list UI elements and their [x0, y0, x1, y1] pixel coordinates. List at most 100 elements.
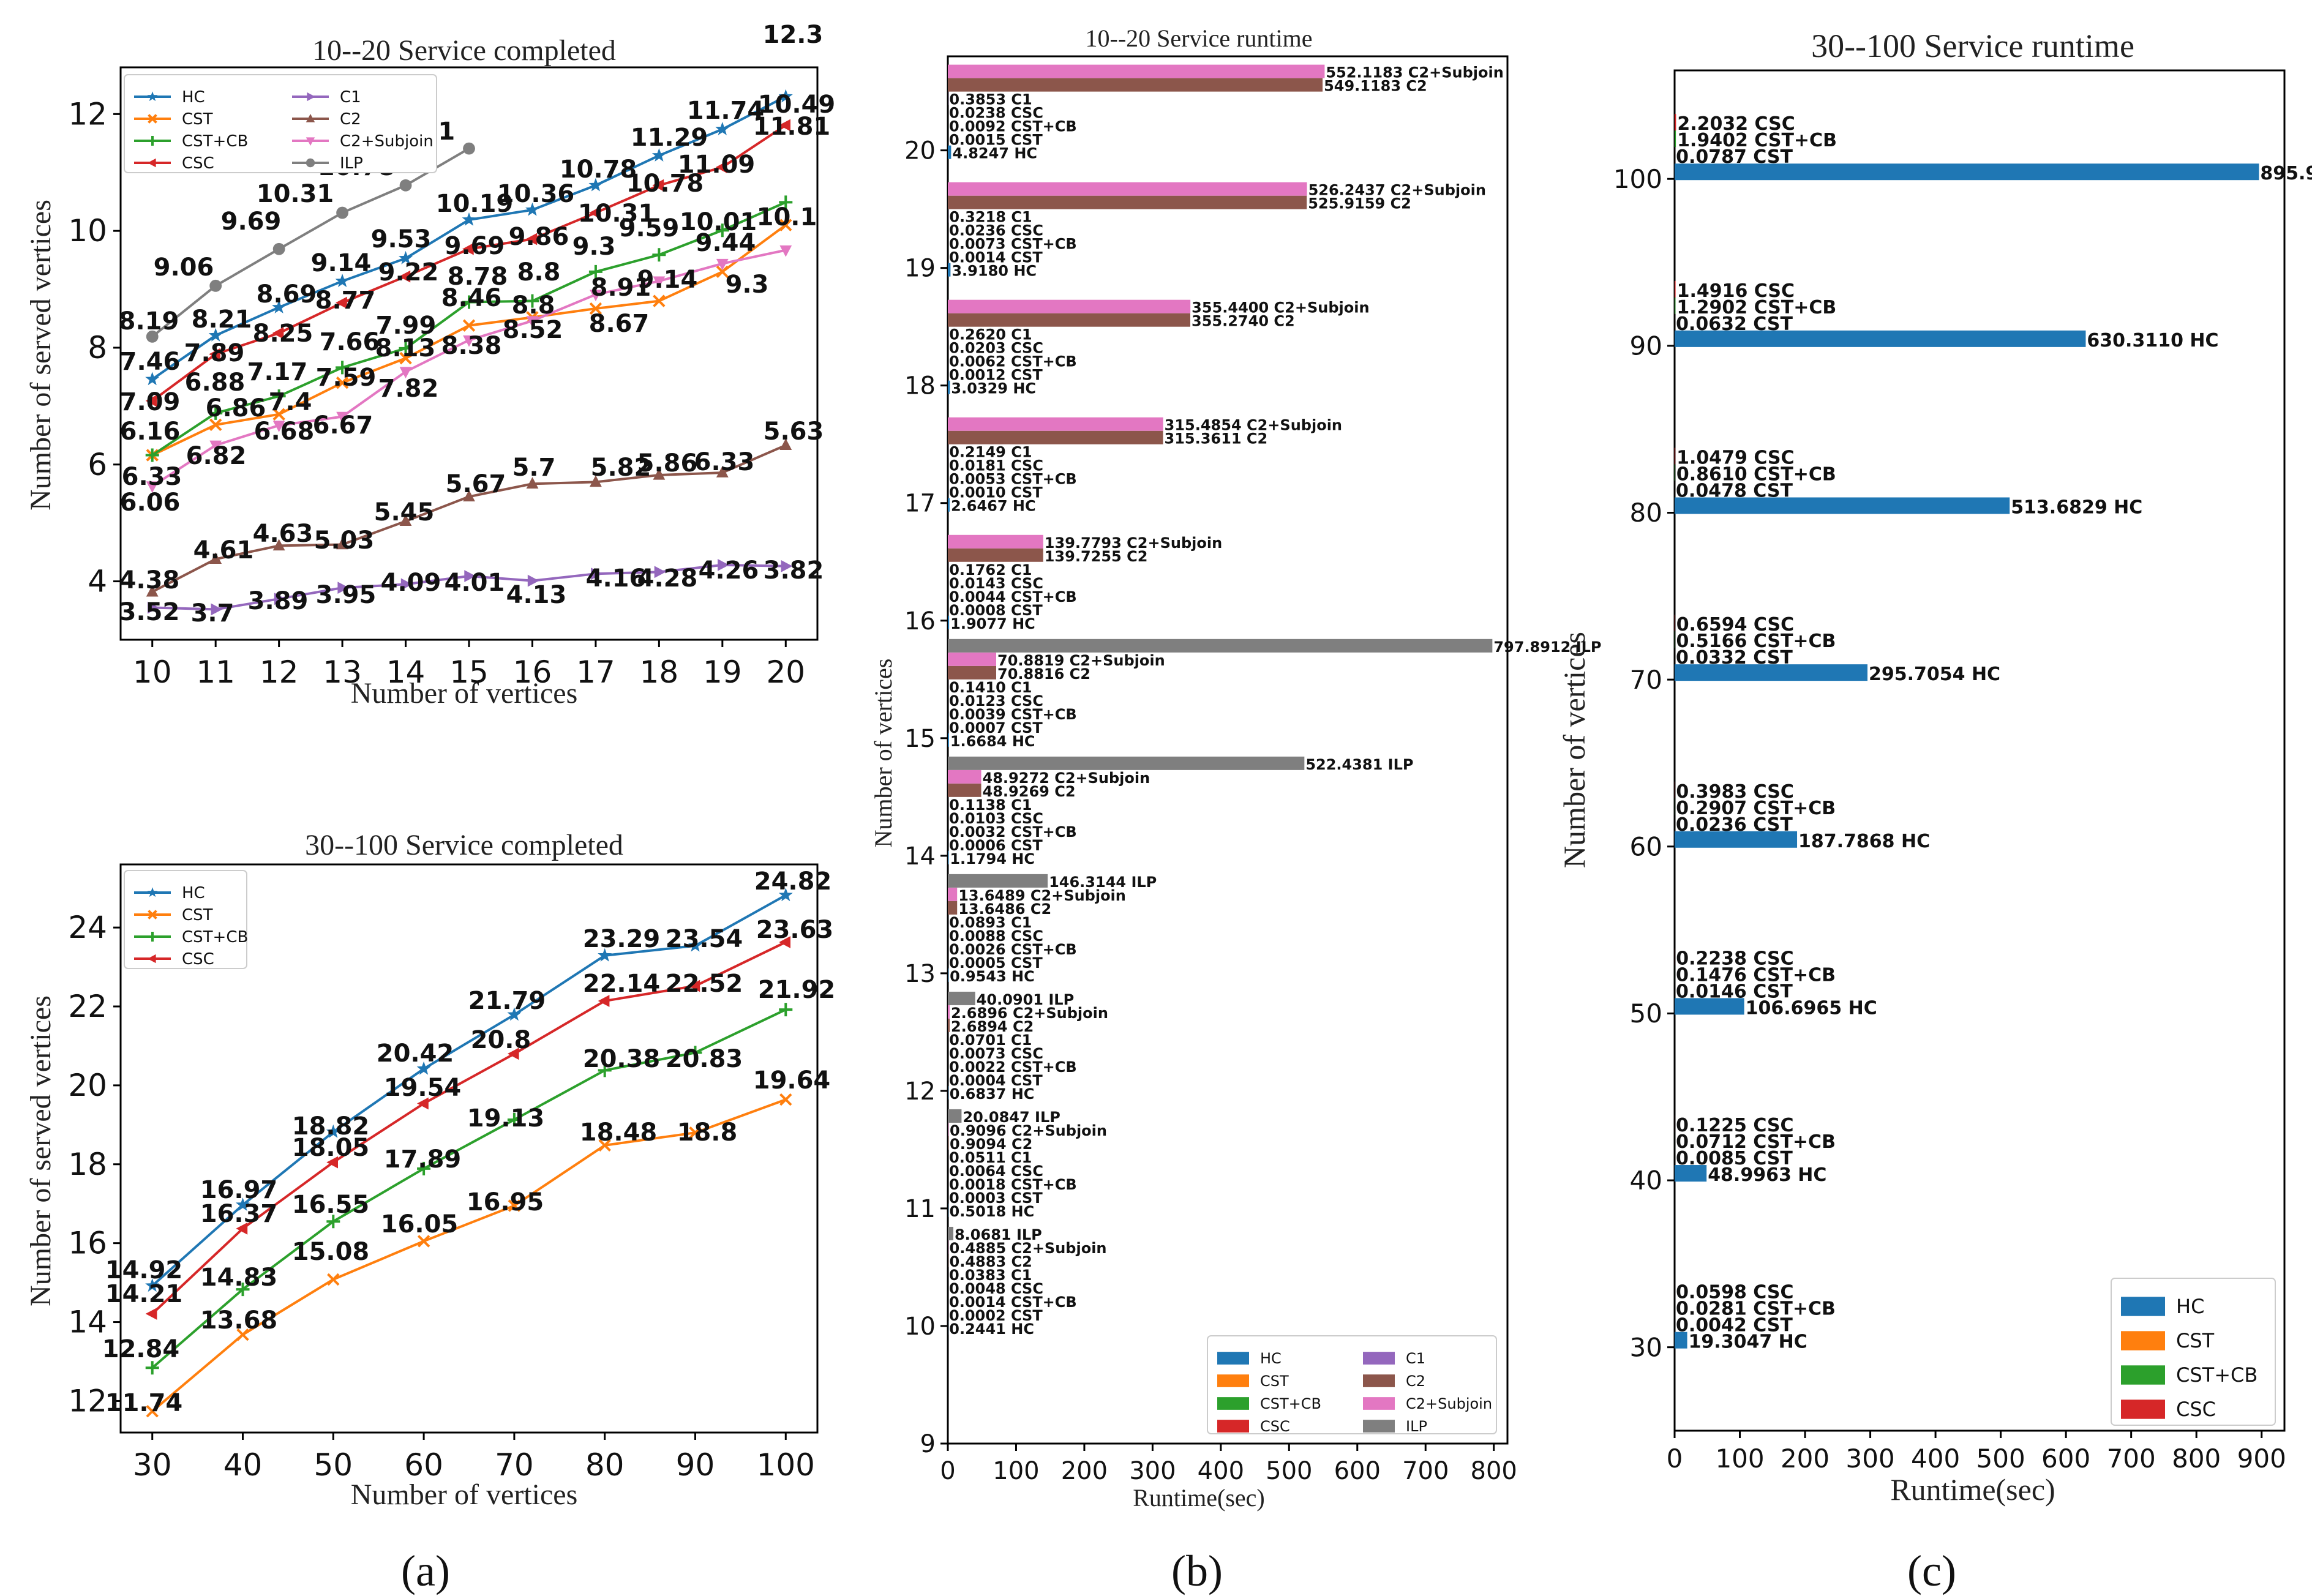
bar-label: 0.6594 CSC: [1676, 614, 1794, 635]
bar-c2-15: [948, 665, 997, 680]
data-label: 9.59: [619, 214, 680, 242]
y-tick-label: 22: [68, 989, 107, 1024]
legend-label-hc: HC: [2176, 1295, 2204, 1318]
data-point-hc: [335, 274, 350, 287]
y-tick-label: 17: [904, 490, 936, 518]
data-label: 9.44: [696, 229, 756, 257]
legend-swatch-csc: [1217, 1420, 1249, 1433]
bar-c2-plus-subjoin-16: [948, 534, 1043, 549]
data-point-csc: [779, 936, 790, 948]
legend-b: HC CST CST+CB CSC C1 C2 C2+Subjoin ILP: [1207, 1335, 1497, 1435]
x-tick-label: 10: [133, 654, 172, 690]
data-point-csc: [336, 296, 347, 309]
data-point-cst-plus-cb: [779, 195, 793, 209]
bar-hc-60: [1675, 831, 1798, 848]
data-label: 11.29: [631, 124, 708, 152]
legend-marker-cst-plus-cb: [148, 136, 157, 146]
bar-csc-100: [1675, 114, 1676, 131]
bar-label: 0.0383 C1: [949, 1267, 1032, 1284]
data-point-cst-plus-cb: [652, 248, 666, 262]
legend-label-ilp: ILP: [1406, 1418, 1427, 1435]
legend-label-c1: C1: [340, 88, 361, 107]
bar-label: 0.0123 CSC: [949, 692, 1043, 710]
bar-label: 295.7054 HC: [1869, 664, 2000, 685]
x-tick-label: 50: [313, 1447, 353, 1483]
bar-label: 0.0044 CST+CB: [949, 588, 1077, 605]
data-label: 4.38: [119, 566, 180, 594]
legend-a-top: HC CST CST+CB CSC C1 C2 C2+Subjoin ILP: [124, 74, 437, 173]
bar-label: 48.9963 HC: [1708, 1164, 1826, 1186]
data-point-hc: [145, 1278, 160, 1292]
x-tick-label: 200: [1781, 1444, 1830, 1474]
legend-swatch-c2: [1363, 1374, 1395, 1387]
data-point-hc: [778, 89, 793, 103]
data-label: 19.64: [753, 1066, 831, 1095]
bar-hc-18: [948, 380, 950, 394]
legend-swatch-cst-plus-cb: [1217, 1397, 1249, 1410]
x-axis-label-a-top: Number of vertices: [351, 677, 578, 710]
bar-hc-80: [1675, 497, 2010, 514]
data-label: 9.06: [154, 253, 214, 282]
data-point-ilp: [336, 206, 348, 219]
data-label: 18.48: [580, 1118, 658, 1147]
data-label: 19.13: [467, 1104, 545, 1133]
data-point-cst-plus-cb: [417, 1161, 431, 1175]
bar-label: 1.2902 CST+CB: [1676, 297, 1836, 318]
legend-swatch-ilp: [1363, 1420, 1395, 1433]
bar-c2-16: [948, 548, 1043, 562]
legend-label-cst: CST: [182, 906, 213, 924]
bar-label: 797.8912 ILP: [1493, 639, 1601, 656]
data-label: 10.49: [758, 91, 836, 119]
legend-label-c1: C1: [1406, 1350, 1425, 1367]
data-point-c2: [653, 468, 666, 480]
data-point-c1: [400, 578, 413, 591]
bar-label: 0.4883 C2: [950, 1253, 1032, 1270]
data-label: 5.82: [591, 454, 651, 482]
y-tick-label: 9: [920, 1430, 936, 1458]
legend-marker-csc: [148, 158, 156, 168]
legend-label-c2-plus-subjoin: C2+Subjoin: [340, 132, 434, 151]
bar-label: 0.5018 HC: [950, 1203, 1035, 1220]
series-line-cst-plus-cb: [151, 1008, 787, 1369]
data-point-c2-plus-subjoin: [526, 316, 539, 328]
bar-label: 20.0847 ILP: [963, 1109, 1060, 1126]
legend-marker-ilp: [306, 158, 315, 168]
data-label: 11.09: [678, 151, 756, 179]
data-label: 20.42: [377, 1040, 454, 1068]
data-point-c2-plus-subjoin: [146, 481, 159, 493]
bar-label: 355.2740 C2: [1192, 313, 1295, 330]
bar-c2-20: [948, 78, 1323, 92]
bar-label: 19.3047 HC: [1689, 1332, 1807, 1353]
data-point-cst: [653, 294, 666, 307]
legend-label-c2: C2: [340, 110, 361, 129]
data-label: 9.22: [378, 258, 439, 287]
data-point-cst: [236, 1328, 249, 1341]
data-point-csc: [525, 233, 538, 245]
y-tick-label: 70: [1630, 665, 1662, 695]
bar-chart-b: 0 100 200 300 400 500 600 700 800 9 10 11 12 13 14 15 16…: [904, 55, 1602, 1485]
data-label: 6.06: [120, 489, 181, 517]
legend-marker-c1: [307, 92, 315, 102]
data-point-c2: [463, 490, 475, 501]
data-point-cst-plus-cb: [598, 1063, 612, 1077]
data-label: 17.89: [384, 1145, 462, 1174]
bar-label: 2.6467 HC: [951, 498, 1036, 515]
data-point-csc: [417, 1097, 429, 1110]
plot-layer: 10 11 12 13 14 15 16 17 18 19 2046810128.199.069.6…: [68, 21, 2312, 1485]
bar-label: 0.0018 CST+CB: [949, 1176, 1077, 1193]
data-label: 22.52: [666, 970, 743, 998]
x-tick-label: 20: [766, 654, 805, 690]
bar-label: 0.9543 HC: [950, 968, 1035, 985]
data-label: 23.54: [666, 925, 743, 953]
bar-ilp-13: [948, 874, 1048, 888]
data-label: 4.26: [699, 556, 759, 585]
data-label: 10.19: [436, 190, 514, 218]
bar-label: 0.0032 CST+CB: [949, 823, 1077, 841]
x-tick-label: 40: [223, 1447, 263, 1483]
data-point-c2: [779, 438, 792, 450]
x-axis-label-b: Runtime(sec): [1133, 1484, 1265, 1512]
data-label: 7.82: [378, 375, 439, 403]
data-label: 7.4: [269, 388, 312, 416]
x-tick-label: 12: [260, 654, 299, 690]
y-tick-label: 40: [1630, 1166, 1662, 1196]
